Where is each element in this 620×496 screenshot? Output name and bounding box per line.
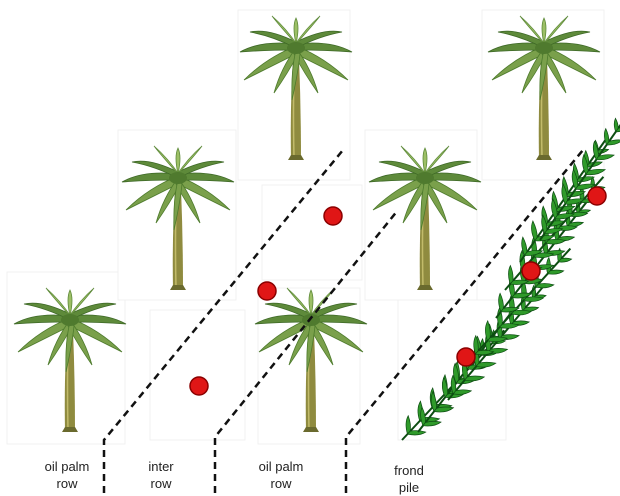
sample-point-marker [521,261,541,281]
label-inter-row: inter row [148,459,174,491]
label-oil-palm-row-2: oil palm row [258,459,304,491]
sample-point-marker [456,347,476,367]
sample-point-marker [257,281,277,301]
sample-point-marker [189,376,209,396]
sample-point-marker [323,206,343,226]
label-oil-palm-row-1: oil palm row [44,459,90,491]
dashed-line-2 [213,209,399,493]
zone-boundaries [102,149,584,493]
sample-point-marker [587,186,607,206]
sample-markers [189,186,607,396]
background-tiles [6,9,605,445]
label-frond-pile: frond pile [394,463,424,495]
dashed-line-3 [344,149,584,493]
dashed-line-1 [102,149,344,493]
